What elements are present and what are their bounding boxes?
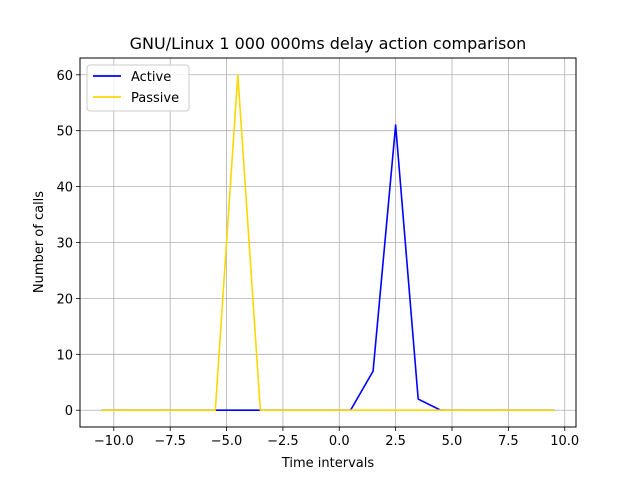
x-ticks: −10.0 −7.5 −5.0 −2.5 0.0 2.5 5.0 7.5 10.0 [94,427,579,449]
y-tick-label: 10 [56,348,73,363]
x-tick-label: 0.0 [329,434,350,449]
x-tick-label: 10.0 [550,434,579,449]
x-tick-label: −7.5 [154,434,186,449]
legend: Active Passive [86,64,190,112]
y-tick-label: 40 [56,181,73,196]
series-lines [101,73,555,412]
series-line-passive [101,73,555,412]
x-tick-label: −10.0 [94,434,134,449]
y-axis-label: Number of calls [32,191,47,293]
legend-label-passive: Passive [131,91,179,106]
x-tick-label: 7.5 [498,434,519,449]
y-tick-label: 20 [56,292,73,307]
x-tick-label: 2.5 [385,434,406,449]
y-ticks: 0 10 20 30 40 50 60 [56,69,80,419]
chart-title: GNU/Linux 1 000 000ms delay action compa… [130,34,527,53]
x-axis-label: Time intervals [281,456,375,471]
y-tick-label: 0 [65,404,73,419]
y-tick-label: 60 [56,69,73,84]
legend-label-active: Active [131,70,171,85]
x-tick-label: −2.5 [267,434,299,449]
y-tick-label: 50 [56,125,73,140]
x-tick-label: 5.0 [442,434,463,449]
y-tick-label: 30 [56,237,73,252]
x-tick-label: −5.0 [211,434,243,449]
